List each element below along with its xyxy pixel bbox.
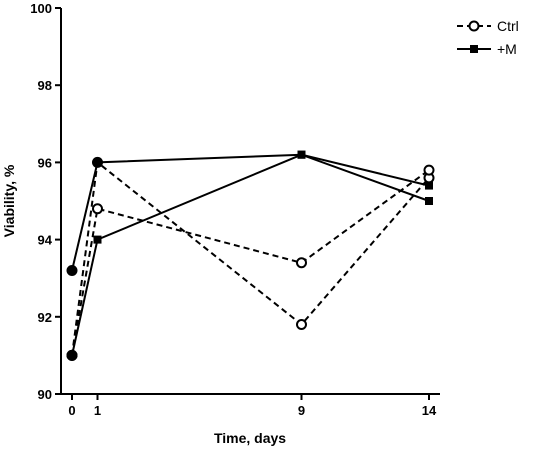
- y-ticks: 90 92 94 96 98 100: [30, 1, 61, 402]
- data-point-ctrl: [296, 319, 307, 331]
- x-ticks: 0 1 9 14: [68, 394, 437, 418]
- legend-label-m: +M: [497, 41, 517, 57]
- legend-marker-m: [470, 45, 478, 53]
- series-line-ctrl: [71, 160, 430, 356]
- data-point-m: [93, 158, 102, 167]
- legend-item-m: +M: [457, 41, 517, 57]
- data-point-m: [425, 181, 433, 190]
- y-tick-label: 92: [38, 310, 52, 325]
- x-tick-label: 1: [94, 403, 101, 418]
- data-point-m: [425, 197, 433, 205]
- series-layer: [66, 150, 435, 361]
- y-tick-label: 98: [38, 78, 52, 93]
- series-line-m: [71, 153, 430, 356]
- data-point-ctrl: [92, 203, 103, 215]
- axes: [60, 8, 440, 395]
- data-point-m: [93, 235, 102, 244]
- data-point-m: [66, 349, 78, 361]
- x-axis-title: Time, days: [214, 430, 286, 446]
- data-point-m: [297, 150, 306, 159]
- series-line-m: [71, 153, 430, 271]
- legend-marker-ctrl: [468, 20, 480, 32]
- series-line-ctrl: [71, 169, 430, 356]
- y-tick-label: 96: [38, 155, 52, 170]
- data-point-m: [66, 264, 78, 276]
- legend-item-ctrl: Ctrl: [457, 18, 519, 34]
- data-point-ctrl: [296, 257, 307, 269]
- y-tick-label: 90: [38, 387, 52, 402]
- y-tick-label: 100: [30, 1, 52, 16]
- y-axis-title: Viability, %: [1, 164, 17, 237]
- x-tick-label: 14: [422, 403, 437, 418]
- legend-label-ctrl: Ctrl: [497, 18, 519, 34]
- legend: Ctrl +M: [457, 18, 519, 57]
- x-tick-label: 9: [298, 403, 305, 418]
- y-tick-label: 94: [38, 233, 53, 248]
- x-tick-label: 0: [68, 403, 75, 418]
- data-point-ctrl: [423, 164, 435, 176]
